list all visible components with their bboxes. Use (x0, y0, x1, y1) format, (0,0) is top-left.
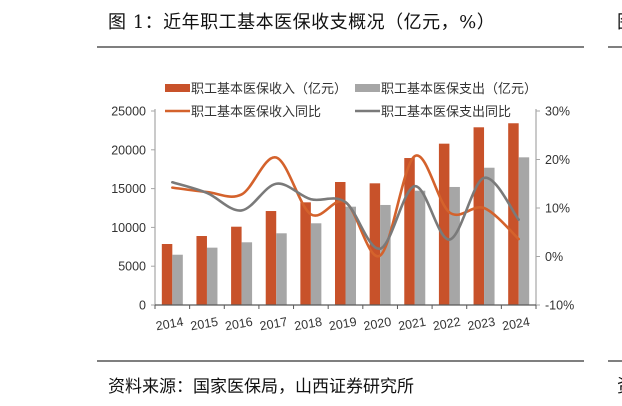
expense-bar-2021 (414, 190, 426, 305)
income-bar-2023 (473, 127, 485, 306)
expense-bar-2014 (172, 254, 183, 305)
right-tick-label: -10% (545, 299, 574, 313)
legend-swatch (355, 84, 380, 92)
chart-legend: 职工基本医保收入（亿元） 职工基本医保支出（亿元） 职工基本医保收入同比 职工基本医保… (165, 81, 537, 119)
right-tick-label: 10% (545, 202, 570, 216)
x-tick-label: 2024 (501, 315, 531, 334)
x-tick-label: 2017 (259, 315, 289, 334)
income-bar-2021 (404, 158, 415, 305)
x-tick-label: 2016 (224, 315, 254, 334)
figure-title: 图 1：近年职工基本医保收支概况（亿元，%） (108, 12, 496, 33)
legend-label: 职工基本医保支出同比 (381, 104, 511, 119)
x-tick-label: 2019 (328, 315, 358, 334)
income-bar-2016 (231, 226, 242, 305)
expense-bar-2017 (276, 233, 287, 305)
next-column-source-fragment: 资 (617, 372, 622, 398)
income-bar-2024 (508, 123, 519, 305)
right-tick-label: 20% (545, 153, 570, 167)
expense-bar-2019 (345, 206, 356, 305)
x-tick-label: 2018 (293, 315, 323, 334)
income-bar-2022 (438, 143, 450, 305)
expense-yoy-line (171, 176, 520, 251)
legend-label: 职工基本医保支出（亿元） (381, 81, 537, 96)
left-tick-label: 0 (139, 299, 146, 313)
legend-label: 职工基本医保收入同比 (191, 104, 321, 119)
expense-bar-2015 (206, 247, 218, 305)
expense-bar-2018 (310, 223, 322, 305)
next-column-source-rule (608, 360, 622, 362)
legend-label: 职工基本医保收入（亿元） (191, 81, 347, 96)
x-tick-label: 2015 (189, 315, 219, 334)
x-tick-label: 2020 (363, 315, 393, 334)
left-tick-label: 15000 (111, 182, 146, 196)
left-tick-label: 25000 (111, 105, 146, 119)
x-tick-label: 2014 (155, 315, 185, 334)
left-tick-label: 5000 (118, 260, 146, 274)
expense-bar-2020 (380, 204, 391, 305)
right-tick-label: 30% (545, 105, 570, 119)
income-bar-2019 (335, 182, 346, 305)
x-tick-label: 2022 (432, 315, 462, 334)
title-rule (97, 46, 584, 48)
chart-axes: 0 5000 10000 15000 20000 25000 -10% 0% 10% 20% 30%… (111, 105, 574, 334)
x-tick-label: 2023 (466, 315, 496, 334)
next-column-title-rule (608, 46, 622, 48)
expense-bar-2016 (241, 242, 253, 305)
expense-bar-2022 (449, 186, 460, 305)
income-bar-2015 (196, 236, 207, 305)
left-tick-label: 10000 (111, 221, 146, 235)
legend-swatch (165, 84, 190, 92)
right-tick-label: 0% (545, 250, 563, 264)
income-bar-2018 (300, 202, 311, 305)
x-tick-label: 2021 (397, 315, 427, 334)
left-tick-label: 20000 (111, 143, 146, 157)
expense-bar-2023 (484, 167, 495, 305)
expense-bar-2024 (518, 157, 530, 305)
source-rule (97, 360, 584, 362)
line-series (171, 154, 520, 258)
income-bar-2014 (161, 244, 173, 305)
income-bar-2017 (265, 211, 277, 305)
next-column-title-fragment: 图 (617, 8, 622, 34)
income-bar-2020 (369, 183, 381, 305)
bar-series (161, 123, 530, 306)
source-note: 资料来源：国家医保局，山西证券研究所 (108, 377, 414, 397)
